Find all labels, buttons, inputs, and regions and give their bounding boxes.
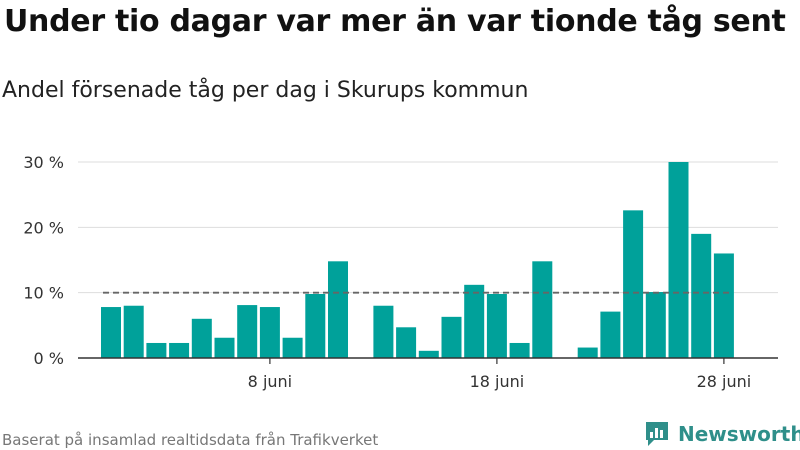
bar: [328, 261, 348, 358]
x-tick-label: 8 juni: [248, 372, 292, 391]
bar: [623, 210, 644, 358]
tick-labels: 0 % 10 % 20 % 30 % 8 juni 18 juni 28 juni: [23, 153, 751, 391]
bar: [464, 284, 485, 358]
bar: [713, 253, 734, 358]
bar: [486, 293, 507, 358]
x-tick-label: 18 juni: [470, 372, 525, 391]
bar: [441, 316, 462, 358]
axes: [78, 357, 778, 364]
bar: [191, 318, 212, 358]
newsworthy-logo-icon: [646, 422, 668, 446]
bar: [305, 293, 326, 358]
y-tick-label: 20 %: [23, 218, 64, 237]
bar: [600, 311, 621, 358]
bar: [645, 292, 666, 358]
bar: [577, 347, 598, 358]
brand-logo: Newsworthy: [644, 420, 800, 448]
bar: [101, 307, 121, 358]
bar: [169, 342, 190, 358]
bars: [101, 162, 734, 358]
bar: [691, 233, 712, 358]
bar: [146, 342, 167, 358]
bar: [259, 307, 280, 358]
bar: [214, 337, 235, 358]
chart-title: Under tio dagar var mer än var tionde tå…: [4, 4, 786, 39]
chart-subtitle: Andel försenade tåg per dag i Skurups ko…: [2, 78, 529, 103]
brand-name: Newsworthy: [678, 422, 800, 446]
bar: [237, 305, 258, 358]
bar: [418, 350, 439, 358]
x-tick-label: 28 juni: [697, 372, 752, 391]
bar: [123, 305, 144, 358]
bar: [373, 305, 394, 358]
bar: [282, 337, 303, 358]
y-tick-label: 30 %: [23, 153, 64, 172]
y-tick-label: 0 %: [34, 349, 64, 368]
source-note: Baserat på insamlad realtidsdata från Tr…: [2, 431, 379, 449]
bar: [396, 327, 417, 358]
bar: [668, 162, 689, 358]
bar: [509, 342, 530, 358]
y-tick-label: 10 %: [23, 284, 64, 303]
bar: [532, 261, 553, 358]
bar-chart: 0 % 10 % 20 % 30 % 8 juni 18 juni 28 juni: [23, 153, 778, 391]
